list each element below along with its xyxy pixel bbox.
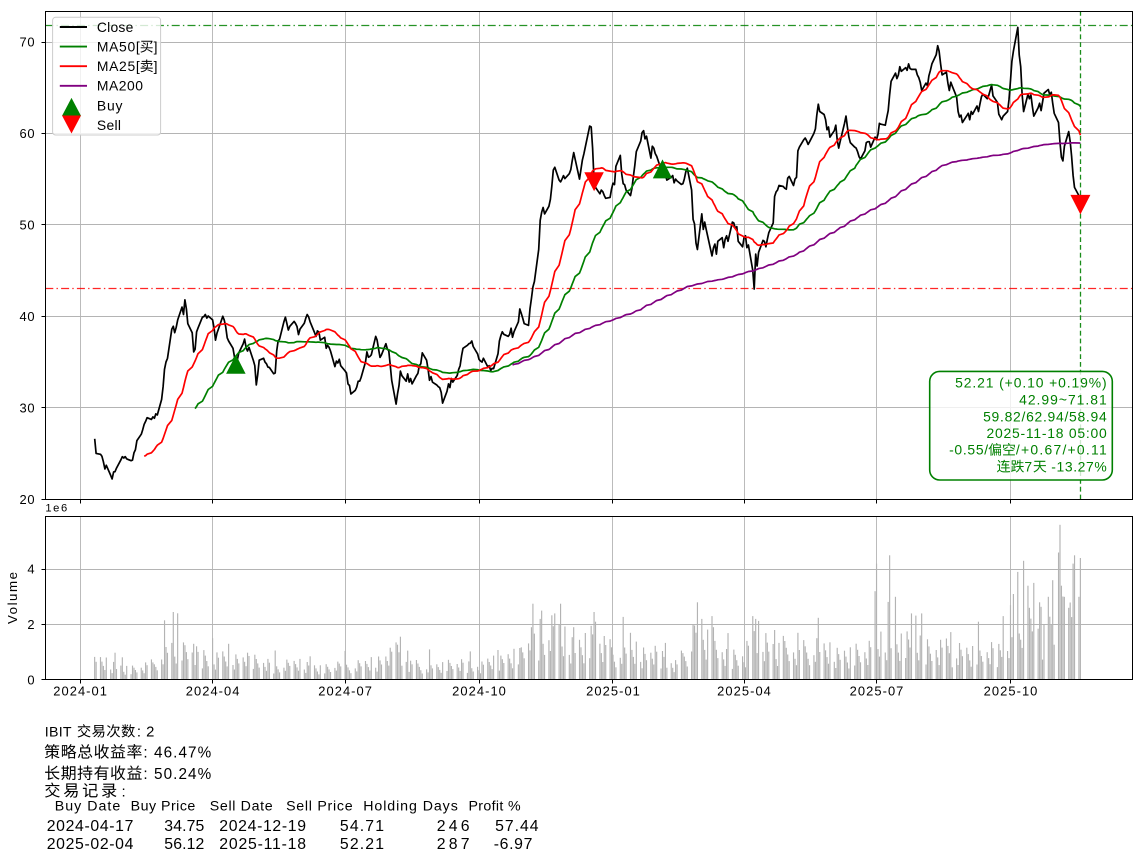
svg-text::: : [122,783,126,800]
svg-text:Volume: Volume [5,572,20,624]
svg-text:70: 70 [20,35,35,50]
svg-text:]: ] [154,39,158,55]
svg-text:7: 7 [1024,458,1032,474]
svg-text:]: ] [154,58,158,74]
svg-text:1e6: 1e6 [45,503,67,515]
svg-text:: 2: : 2 [137,724,154,740]
svg-text:2025-01: 2025-01 [586,684,640,699]
svg-text:IBIT: IBIT [45,724,72,740]
svg-text:2024-04: 2024-04 [186,684,240,699]
svg-text:287: 287 [437,836,470,853]
svg-text:4: 4 [27,562,34,577]
svg-text:52.21 (+0.10 +0.19%): 52.21 (+0.10 +0.19%) [955,375,1107,391]
svg-text:2025-02-04: 2025-02-04 [47,836,134,853]
svg-text:2025-11-18: 2025-11-18 [219,836,306,853]
svg-text:2024-01: 2024-01 [53,684,107,699]
svg-text:Sell Price: Sell Price [286,799,353,815]
svg-text:Holding Days: Holding Days [363,799,458,815]
svg-text:246: 246 [437,818,470,835]
svg-text:2024-07: 2024-07 [318,684,372,699]
svg-text:Sell: Sell [97,117,121,133]
svg-text:2: 2 [27,617,34,632]
svg-text:2025-07: 2025-07 [850,684,904,699]
svg-text:60: 60 [20,126,35,141]
svg-text:0: 0 [27,672,34,687]
svg-text:57.44: 57.44 [495,818,539,835]
svg-text:34.75: 34.75 [164,818,204,835]
svg-text:MA25[: MA25[ [97,58,140,74]
svg-text:2024-12-19: 2024-12-19 [219,818,306,835]
svg-text:Buy Price: Buy Price [131,799,196,815]
svg-text:Sell Date: Sell Date [210,799,273,815]
svg-text:54.71: 54.71 [340,818,384,835]
svg-text:Buy Date: Buy Date [55,799,121,815]
svg-text:Buy: Buy [97,97,123,113]
svg-text:Profit %: Profit % [469,799,521,815]
svg-text:42.99~71.81: 42.99~71.81 [1019,392,1107,408]
svg-text:40: 40 [20,309,35,324]
svg-text:2025-10: 2025-10 [984,684,1038,699]
svg-text:-13.27%: -13.27% [1047,458,1107,474]
svg-text:-0.55/: -0.55/ [949,442,988,458]
svg-text:-6.97: -6.97 [494,836,533,853]
svg-text:2025-11-18 05:00: 2025-11-18 05:00 [987,425,1107,441]
svg-text:20: 20 [20,492,35,507]
svg-text:MA200: MA200 [97,78,143,94]
svg-text:Close: Close [97,19,134,35]
svg-text:2024-10: 2024-10 [452,684,506,699]
svg-text:52.21: 52.21 [340,836,384,853]
svg-text:59.82/62.94/58.94: 59.82/62.94/58.94 [983,408,1107,424]
svg-text:2025-04: 2025-04 [717,684,771,699]
svg-text:: 46.47%: : 46.47% [143,745,211,762]
svg-text:2024-04-17: 2024-04-17 [47,818,134,835]
svg-text:50: 50 [20,218,35,233]
svg-text:: 50.24%: : 50.24% [143,766,211,783]
svg-text:MA50[: MA50[ [97,39,140,55]
svg-text:56.12: 56.12 [164,836,204,853]
svg-text:30: 30 [20,400,35,415]
